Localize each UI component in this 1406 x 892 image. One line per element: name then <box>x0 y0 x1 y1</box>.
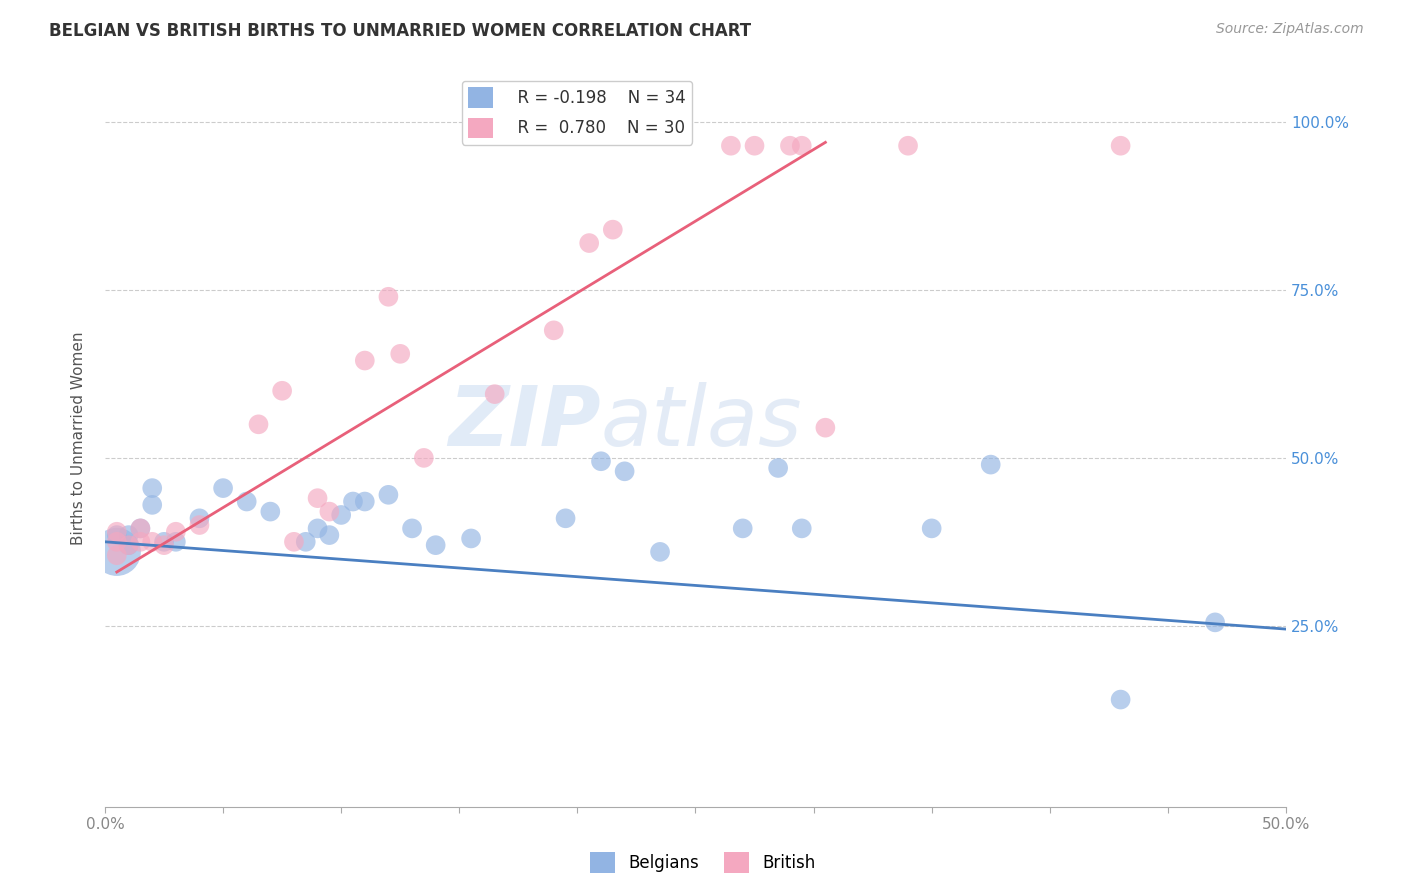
Point <box>117 538 139 552</box>
Point <box>283 534 305 549</box>
Point <box>766 461 789 475</box>
Point <box>554 511 576 525</box>
Point <box>921 521 943 535</box>
Point <box>353 494 375 508</box>
Point <box>744 138 766 153</box>
Point <box>790 138 813 153</box>
Point <box>271 384 294 398</box>
Point <box>153 534 176 549</box>
Point <box>401 521 423 535</box>
Point <box>897 138 920 153</box>
Text: BELGIAN VS BRITISH BIRTHS TO UNMARRIED WOMEN CORRELATION CHART: BELGIAN VS BRITISH BIRTHS TO UNMARRIED W… <box>49 22 751 40</box>
Point <box>330 508 353 522</box>
Point <box>259 505 281 519</box>
Point <box>602 222 624 236</box>
Point <box>613 464 636 478</box>
Point <box>105 534 128 549</box>
Point <box>790 521 813 535</box>
Point <box>188 518 211 533</box>
Point <box>165 534 187 549</box>
Point <box>318 528 340 542</box>
Point <box>578 235 600 250</box>
Point <box>153 538 176 552</box>
Point <box>165 524 187 539</box>
Point <box>117 538 139 552</box>
Point <box>318 505 340 519</box>
Point <box>307 491 329 505</box>
Point <box>814 420 837 434</box>
Point <box>389 347 412 361</box>
Point <box>307 521 329 535</box>
Point <box>589 454 612 468</box>
Text: atlas: atlas <box>600 383 803 464</box>
Legend:   R = -0.198    N = 34,   R =  0.780    N = 30: R = -0.198 N = 34, R = 0.780 N = 30 <box>461 80 692 145</box>
Point <box>247 417 270 432</box>
Point <box>141 534 163 549</box>
Point <box>648 545 671 559</box>
Point <box>105 528 128 542</box>
Point <box>235 494 257 508</box>
Point <box>294 534 316 549</box>
Point <box>129 534 152 549</box>
Point <box>980 458 1002 472</box>
Y-axis label: Births to Unmarried Women: Births to Unmarried Women <box>72 331 86 544</box>
Point <box>105 548 128 562</box>
Point <box>188 511 211 525</box>
Text: ZIP: ZIP <box>449 383 600 464</box>
Point <box>1109 692 1132 706</box>
Point <box>1204 615 1226 630</box>
Point <box>342 494 364 508</box>
Point <box>141 498 163 512</box>
Point <box>353 353 375 368</box>
Point <box>129 521 152 535</box>
Point <box>484 387 506 401</box>
Point <box>731 521 754 535</box>
Point <box>377 290 399 304</box>
Legend: Belgians, British: Belgians, British <box>583 846 823 880</box>
Point <box>141 481 163 495</box>
Text: Source: ZipAtlas.com: Source: ZipAtlas.com <box>1216 22 1364 37</box>
Point <box>129 521 152 535</box>
Point <box>377 488 399 502</box>
Point <box>1109 138 1132 153</box>
Point <box>412 450 434 465</box>
Point <box>117 528 139 542</box>
Point <box>460 532 482 546</box>
Point <box>779 138 801 153</box>
Point <box>212 481 235 495</box>
Point <box>105 524 128 539</box>
Point <box>543 323 565 337</box>
Point <box>105 545 128 559</box>
Point <box>425 538 447 552</box>
Point <box>720 138 742 153</box>
